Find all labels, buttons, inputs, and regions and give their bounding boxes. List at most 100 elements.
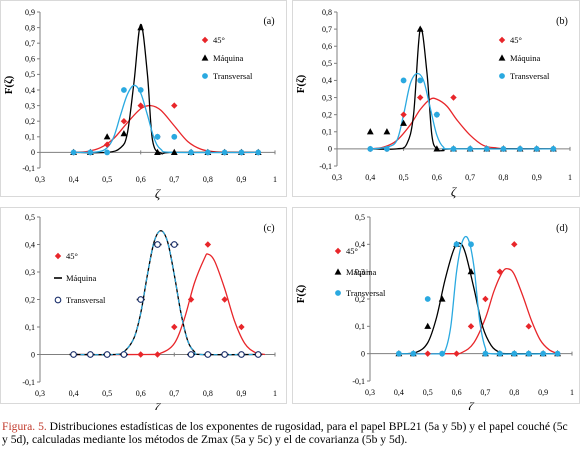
data-point bbox=[188, 149, 194, 156]
x-tick-label: 0,9 bbox=[538, 388, 548, 397]
data-point bbox=[439, 350, 446, 357]
data-point bbox=[87, 351, 94, 358]
data-point bbox=[171, 323, 178, 331]
data-point bbox=[550, 145, 557, 152]
x-tick-label: 0,4 bbox=[69, 175, 79, 184]
caption-label: Figura. 5. bbox=[2, 420, 47, 433]
data-point bbox=[87, 149, 94, 156]
legend-label: Máquina bbox=[213, 53, 243, 63]
data-point bbox=[533, 145, 540, 152]
legend-marker bbox=[334, 247, 342, 255]
data-point bbox=[70, 351, 77, 358]
fit-curve-45deg bbox=[73, 104, 259, 154]
panel-label: (d) bbox=[556, 223, 568, 234]
data-point bbox=[221, 149, 228, 156]
x-tick-label: 0,5 bbox=[423, 388, 433, 397]
data-point bbox=[137, 351, 144, 358]
legend-marker bbox=[54, 296, 62, 304]
y-tick-label: 0 bbox=[361, 349, 365, 358]
data-point bbox=[525, 350, 532, 357]
figure-charts: -0,1 0 0,1 0,2 0,3 0,4 0,5 0,6 0,7 0,8 0,9 0,3 0,4 0,… bbox=[0, 0, 580, 410]
data-point bbox=[204, 241, 212, 248]
data-point bbox=[500, 145, 507, 152]
x-tick-label: 0,9 bbox=[236, 389, 246, 398]
legend-marker bbox=[201, 54, 209, 61]
y-axis-label: F(ζ) bbox=[295, 74, 307, 93]
data-point bbox=[254, 351, 262, 358]
data-point bbox=[400, 119, 407, 126]
y-tick-label: 0,1 bbox=[355, 322, 365, 331]
fit-curve-transversal bbox=[73, 230, 259, 356]
panel-label: (b) bbox=[556, 16, 568, 27]
chart-a: -0,1 0 0,1 0,2 0,3 0,4 0,5 0,6 0,7 0,8 0,9 0,3 0,4 0,… bbox=[0, 0, 287, 201]
data-point bbox=[554, 350, 561, 357]
data-point bbox=[540, 350, 547, 357]
legend-label: Máquina bbox=[346, 267, 376, 277]
legend-label: Transversal bbox=[510, 71, 550, 81]
y-tick-label: 0,2 bbox=[322, 110, 332, 119]
data-point bbox=[416, 25, 424, 32]
x-tick-label: 0,5 bbox=[102, 389, 112, 398]
data-point bbox=[467, 145, 474, 152]
data-point bbox=[367, 145, 374, 152]
y-tick-label: 0,2 bbox=[355, 295, 365, 304]
data-point bbox=[417, 94, 424, 101]
fit-curve-45deg bbox=[73, 253, 266, 356]
y-tick-label: -0,1 bbox=[22, 164, 35, 173]
panel-label: (c) bbox=[263, 223, 274, 234]
data-point bbox=[204, 149, 211, 156]
y-tick-label: 0,2 bbox=[25, 117, 35, 126]
data-point bbox=[171, 102, 178, 109]
x-axis-label: ζ bbox=[451, 184, 457, 199]
x-tick-label: 0,8 bbox=[509, 388, 519, 397]
x-axis-label: ζ bbox=[468, 399, 474, 410]
y-tick-label: 0,6 bbox=[25, 55, 35, 64]
data-point bbox=[171, 133, 178, 140]
panel-label: (a) bbox=[263, 16, 274, 27]
x-tick-label: 0,8 bbox=[203, 175, 213, 184]
x-tick-label: 0,4 bbox=[69, 389, 79, 398]
x-tick-label: 0,3 bbox=[365, 388, 375, 397]
x-tick-label: 1 bbox=[273, 175, 277, 184]
data-point bbox=[103, 351, 111, 358]
legend-label: Transversal bbox=[213, 71, 253, 81]
y-tick-label: 0,8 bbox=[322, 8, 332, 17]
legend-label: Máquina bbox=[66, 273, 96, 283]
data-point bbox=[154, 351, 161, 358]
x-tick-label: 0,7 bbox=[465, 173, 475, 182]
x-tick-label: 0,6 bbox=[136, 175, 146, 184]
legend-label: Transversal bbox=[346, 288, 386, 298]
y-tick-label: -0,1 bbox=[319, 162, 332, 171]
x-tick-label: 0,7 bbox=[169, 389, 179, 398]
y-tick-label: 0,3 bbox=[322, 93, 332, 102]
legend-marker bbox=[499, 73, 505, 79]
data-point bbox=[238, 149, 245, 156]
y-tick-label: 0,1 bbox=[322, 128, 332, 137]
y-tick-label: 0,9 bbox=[25, 8, 35, 17]
x-tick-label: 0,9 bbox=[236, 175, 246, 184]
y-tick-label: 0,1 bbox=[25, 133, 35, 142]
data-point bbox=[453, 241, 460, 248]
x-axis-label: ζ bbox=[155, 400, 161, 410]
data-point bbox=[468, 241, 474, 248]
y-tick-label: 0,6 bbox=[322, 42, 332, 51]
legend-marker bbox=[334, 268, 342, 275]
x-tick-label: 0,6 bbox=[136, 389, 146, 398]
y-tick-label: 0,5 bbox=[322, 59, 332, 68]
data-point bbox=[383, 128, 391, 135]
x-tick-label: 0,8 bbox=[203, 389, 213, 398]
legend-marker bbox=[498, 54, 506, 61]
data-point bbox=[511, 241, 518, 248]
legend-marker bbox=[54, 252, 62, 260]
x-tick-label: 0,4 bbox=[394, 388, 404, 397]
data-point bbox=[255, 149, 262, 156]
x-tick-label: 0,5 bbox=[399, 173, 409, 182]
data-point bbox=[517, 145, 523, 152]
data-point bbox=[170, 241, 178, 248]
data-point bbox=[137, 296, 145, 303]
chart-b: -0,1 0 0,1 0,2 0,3 0,4 0,5 0,6 0,7 0,8 0,3 0,4 0,5 0,… bbox=[292, 0, 580, 199]
x-tick-label: 1 bbox=[570, 388, 574, 397]
chart-d: -0,1 0 0,1 0,2 0,3 0,4 0,5 0,3 0,4 0,5 0,6 0,7 0,8 0,… bbox=[292, 207, 580, 410]
data-point bbox=[453, 350, 460, 357]
x-tick-label: 0,4 bbox=[365, 173, 375, 182]
